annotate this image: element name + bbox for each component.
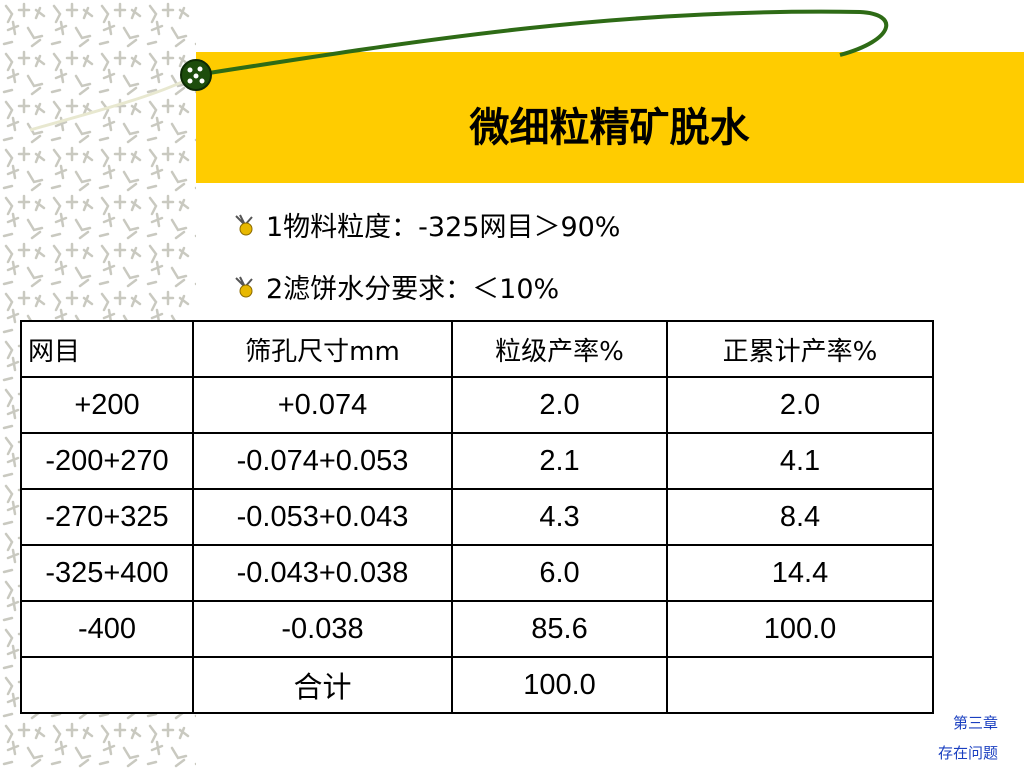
- table-cell: -0.038: [192, 600, 453, 658]
- bullet-icon: [235, 276, 253, 297]
- table-row: -200+270 -0.074+0.053 2.1 4.1: [20, 432, 934, 490]
- bullet-text: 2滤饼水分要求：＜10%: [266, 274, 560, 305]
- bullet-item: 1物料粒度：-325网目＞90%: [232, 205, 620, 244]
- slide-title: 微细粒精矿脱水: [469, 104, 750, 151]
- table-cell: -270+325: [20, 488, 194, 546]
- table-cell: 100.0: [451, 656, 668, 714]
- nav-link[interactable]: 存在问题: [937, 746, 998, 762]
- table-cell: [20, 656, 194, 714]
- table-row: 合计 100.0: [20, 656, 934, 714]
- table-cell: 14.4: [666, 544, 934, 602]
- table-cell: 6.0: [451, 544, 668, 602]
- header-cell: 正累计产率%: [666, 320, 934, 378]
- table-cell: -0.043+0.038: [192, 544, 453, 602]
- header-cell: 粒级产率%: [451, 320, 668, 378]
- header-cell: 筛孔尺寸mm: [192, 320, 453, 378]
- table-cell: 2.1: [451, 432, 668, 490]
- bullet-text: 1物料粒度：-325网目＞90%: [266, 212, 621, 243]
- table-cell: 85.6: [451, 600, 668, 658]
- header-cell: 网目: [20, 320, 194, 378]
- table-cell: 2.0: [666, 376, 934, 434]
- table-cell: +200: [20, 376, 194, 434]
- table-cell: -325+400: [20, 544, 194, 602]
- table-cell: 8.4: [666, 488, 934, 546]
- table-cell: 2.0: [451, 376, 668, 434]
- table-cell: [666, 656, 934, 714]
- table-cell: 100.0: [666, 600, 934, 658]
- data-table: 网目 筛孔尺寸mm 粒级产率% 正累计产率% +200 +0.074 2.0 2.0 -200+…: [20, 320, 934, 714]
- table-cell: -0.074+0.053: [192, 432, 453, 490]
- table-cell: +0.074: [192, 376, 453, 434]
- table-cell: -200+270: [20, 432, 194, 490]
- table-row: -400 -0.038 85.6 100.0: [20, 600, 934, 658]
- table-row: +200 +0.074 2.0 2.0: [20, 376, 934, 434]
- nav-link[interactable]: 第三章: [952, 716, 998, 732]
- table-header-row: 网目 筛孔尺寸mm 粒级产率% 正累计产率%: [20, 320, 934, 378]
- table-cell: -400: [20, 600, 194, 658]
- table-row: -325+400 -0.043+0.038 6.0 14.4: [20, 544, 934, 602]
- table-row: -270+325 -0.053+0.043 4.3 8.4: [20, 488, 934, 546]
- bullet-icon: [235, 214, 253, 235]
- table-cell: 合计: [192, 656, 453, 714]
- bullet-item: 2滤饼水分要求：＜10%: [232, 267, 559, 306]
- table-cell: -0.053+0.043: [192, 488, 453, 546]
- table-cell: 4.3: [451, 488, 668, 546]
- table-cell: 4.1: [666, 432, 934, 490]
